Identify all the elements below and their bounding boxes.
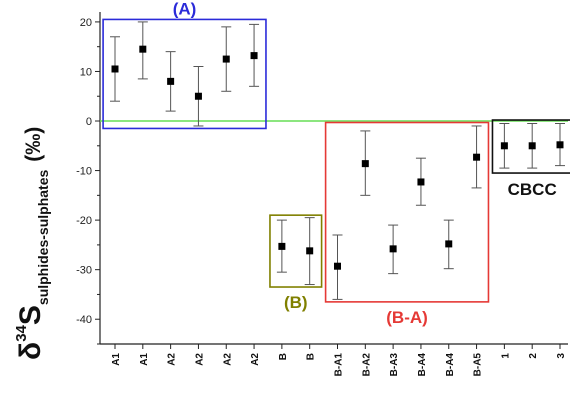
x-tick-labels: A1 A1 A2 A2 A2 A2 B B B-A1 B-A2 B-A3 B-A4 B-A4 B-A5 1 2… <box>111 353 567 377</box>
x-tick-label: 2 <box>528 353 539 359</box>
data-point <box>556 141 564 149</box>
x-tick-label: B-A4 <box>445 353 456 377</box>
x-tick-label: B-A3 <box>389 353 400 377</box>
x-tick-label: A2 <box>222 353 233 366</box>
group-label: CBCC <box>508 180 557 199</box>
error-bars <box>110 21 565 300</box>
data-point <box>194 92 202 100</box>
group-label: (A) <box>173 0 197 18</box>
y-label-main: S <box>14 305 47 325</box>
y-tick-label: 20 <box>80 17 92 29</box>
group-boxes <box>102 18 570 303</box>
x-tick-label: 3 <box>556 353 567 359</box>
x-tick-label: 1 <box>500 353 511 359</box>
x-tick-label: A2 <box>194 353 205 366</box>
data-points <box>111 45 564 270</box>
data-point <box>167 77 175 85</box>
y-tick-label: -10 <box>76 166 92 178</box>
data-point <box>500 142 508 150</box>
x-tick-label: B <box>278 353 289 360</box>
y-axis-label-text: δ34Ssulphides-sulphates (‰) <box>13 127 51 360</box>
x-tick-label: B-A2 <box>361 353 372 377</box>
y-label-delta: δ <box>14 342 47 360</box>
y-tick-label: -40 <box>76 314 92 326</box>
x-tick-label: B-A5 <box>473 353 484 377</box>
group-label: (B-A) <box>386 308 428 327</box>
data-point <box>306 247 314 255</box>
data-point <box>528 142 536 150</box>
y-tick-label: 10 <box>80 66 92 78</box>
y-tick-label: 0 <box>86 116 92 128</box>
group-box <box>269 214 323 288</box>
data-point <box>389 245 397 253</box>
group-box <box>324 121 490 303</box>
y-label-subscript: sulphides-sulphates <box>35 170 51 306</box>
x-tick-label: A1 <box>111 353 122 366</box>
x-tick-label: B-A4 <box>417 353 428 377</box>
x-tick-label: B <box>306 353 317 360</box>
x-tick-label: A2 <box>250 353 261 366</box>
data-point <box>111 65 119 73</box>
y-tick-label: -20 <box>76 215 92 227</box>
axes <box>95 12 568 349</box>
data-point <box>278 242 286 250</box>
y-tick-labels: 20 10 0 -10 -20 -30 -40 <box>76 17 92 326</box>
data-point <box>139 45 147 53</box>
data-point <box>445 240 453 248</box>
data-point <box>361 160 369 168</box>
y-label-unit: (‰) <box>22 127 45 162</box>
y-tick-label: -30 <box>76 265 92 277</box>
group-box <box>102 18 267 130</box>
data-point <box>222 55 230 63</box>
x-tick-label: A2 <box>167 353 178 366</box>
data-point <box>334 262 341 270</box>
x-tick-label: B-A1 <box>334 353 345 377</box>
x-tick-label: A1 <box>139 353 150 366</box>
data-point <box>473 153 481 161</box>
data-point <box>250 52 258 60</box>
y-label-superscript: 34 <box>13 324 30 341</box>
group-labels: (A) (B) (B-A) CBCC <box>173 0 557 327</box>
y-axis-label: δ34Ssulphides-sulphates (‰) <box>13 127 51 360</box>
data-point <box>417 178 425 186</box>
group-label: (B) <box>284 293 308 312</box>
group-box <box>491 119 570 174</box>
